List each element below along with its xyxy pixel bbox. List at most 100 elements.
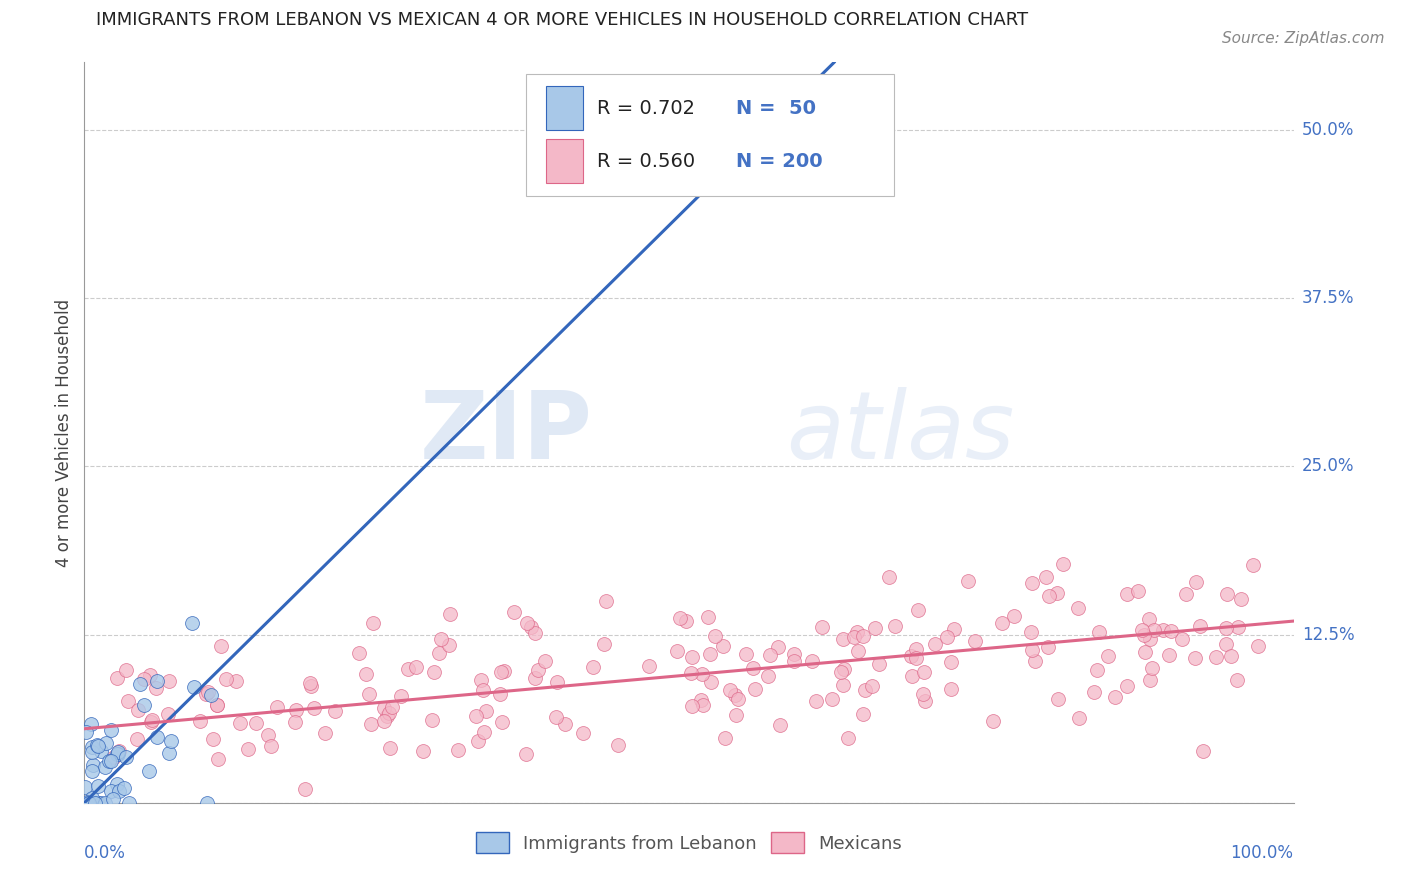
- Point: [837, 731, 859, 745]
- Point: [197, 685, 219, 699]
- Point: [360, 717, 382, 731]
- Point: [725, 708, 748, 723]
- Point: [207, 698, 229, 713]
- Point: [595, 594, 617, 608]
- Point: [100, 783, 122, 797]
- Point: [965, 633, 987, 648]
- Point: [766, 640, 789, 655]
- Text: N = 200: N = 200: [737, 152, 823, 170]
- Point: [107, 777, 129, 791]
- Point: [489, 687, 512, 701]
- Point: [439, 607, 461, 621]
- Point: [516, 616, 538, 631]
- Point: [1083, 685, 1105, 699]
- Point: [842, 630, 865, 644]
- Point: [1247, 639, 1270, 653]
- Point: [1067, 711, 1090, 725]
- Point: [138, 764, 160, 778]
- Point: [285, 703, 308, 717]
- Point: [607, 739, 630, 753]
- Point: [200, 689, 222, 703]
- Point: [991, 615, 1014, 630]
- Point: [373, 700, 395, 714]
- Point: [1116, 587, 1139, 601]
- Point: [711, 639, 734, 653]
- Point: [1171, 632, 1194, 647]
- Point: [465, 709, 488, 723]
- Point: [105, 671, 128, 685]
- Point: [852, 629, 875, 643]
- Point: [82, 791, 104, 805]
- Point: [720, 682, 742, 697]
- Bar: [547, 139, 582, 183]
- Point: [703, 629, 725, 643]
- Point: [846, 644, 869, 658]
- Point: [396, 662, 419, 676]
- Point: [1219, 648, 1241, 663]
- Point: [302, 701, 325, 715]
- Text: 0.0%: 0.0%: [84, 844, 127, 862]
- Point: [1140, 660, 1163, 674]
- Point: [183, 680, 205, 694]
- Point: [76, 796, 98, 810]
- Point: [941, 655, 963, 669]
- Point: [202, 732, 225, 747]
- Point: [572, 726, 595, 740]
- Point: [80, 716, 103, 731]
- Point: [1128, 584, 1150, 599]
- Point: [108, 744, 131, 758]
- Point: [79, 796, 101, 810]
- Point: [1160, 624, 1182, 639]
- Point: [347, 646, 370, 660]
- Point: [157, 746, 180, 760]
- Point: [87, 739, 110, 754]
- Point: [157, 674, 180, 689]
- Point: [314, 726, 336, 740]
- Legend: Immigrants from Lebanon, Mexicans: Immigrants from Lebanon, Mexicans: [468, 825, 910, 861]
- Point: [1019, 625, 1042, 640]
- Point: [125, 732, 148, 747]
- Point: [94, 760, 117, 774]
- Point: [141, 715, 163, 730]
- Point: [699, 648, 721, 662]
- Text: 50.0%: 50.0%: [1302, 120, 1354, 139]
- Point: [957, 574, 980, 588]
- Point: [714, 731, 737, 745]
- Point: [1021, 576, 1043, 591]
- Point: [679, 665, 702, 680]
- Point: [852, 706, 875, 721]
- Point: [420, 714, 443, 728]
- Point: [1047, 692, 1070, 706]
- Point: [1184, 651, 1206, 665]
- Point: [299, 679, 322, 693]
- Point: [427, 646, 450, 660]
- Point: [146, 673, 169, 688]
- Point: [105, 747, 128, 761]
- Point: [118, 796, 141, 810]
- Point: [107, 784, 129, 798]
- Point: [1139, 632, 1161, 646]
- Point: [470, 673, 492, 687]
- Point: [139, 667, 162, 681]
- Point: [554, 716, 576, 731]
- Point: [546, 675, 568, 690]
- Point: [1139, 673, 1161, 687]
- Point: [260, 739, 283, 753]
- Point: [877, 570, 900, 584]
- Point: [831, 678, 853, 692]
- Point: [1024, 654, 1046, 668]
- Point: [1038, 589, 1060, 603]
- Point: [357, 687, 380, 701]
- Point: [257, 728, 280, 742]
- Point: [696, 609, 718, 624]
- Point: [80, 745, 103, 759]
- Point: [900, 648, 922, 663]
- Point: [146, 730, 169, 744]
- Point: [804, 693, 827, 707]
- Point: [405, 660, 427, 674]
- Point: [188, 714, 211, 728]
- Text: 100.0%: 100.0%: [1230, 844, 1294, 862]
- Point: [1143, 623, 1166, 637]
- Point: [375, 709, 398, 723]
- Point: [783, 647, 806, 661]
